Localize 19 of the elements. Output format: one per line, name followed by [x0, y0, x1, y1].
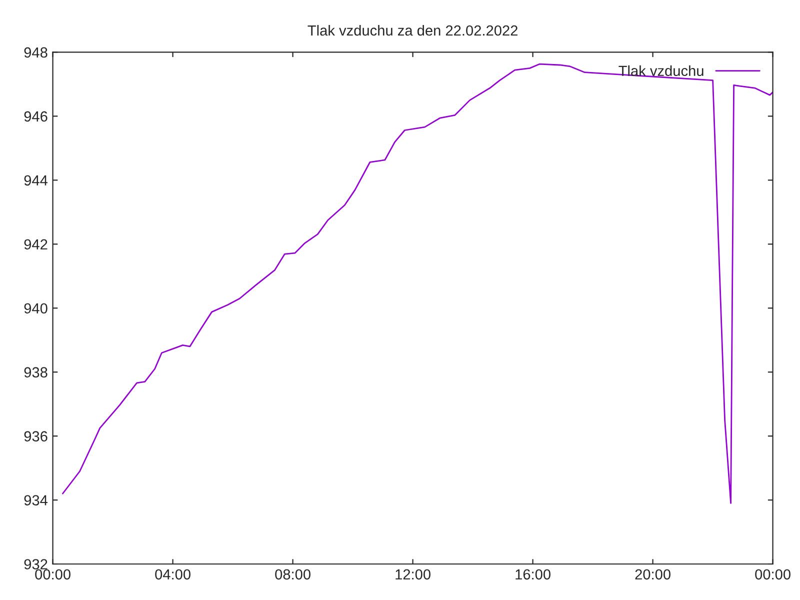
x-tick-label: 08:00 [275, 569, 310, 580]
x-tick-label: 00:00 [755, 569, 790, 580]
x-tick-label: 04:00 [155, 569, 190, 580]
line-series [62, 63, 773, 504]
y-tick-label: 944 [24, 175, 48, 186]
x-tick-label: 16:00 [516, 569, 550, 580]
chart-title: Tlak vzduchu za den 22.02.2022 [308, 24, 518, 36]
y-tick-label: 936 [24, 431, 48, 442]
y-tick-label: 948 [24, 47, 48, 58]
y-tick-label: 946 [24, 111, 48, 122]
y-tick-label: 934 [24, 495, 48, 506]
x-tick-label: 00:00 [35, 569, 70, 580]
x-tick-label: 12:00 [396, 569, 430, 580]
y-tick-label: 938 [24, 367, 48, 378]
x-tick-label: 20:00 [635, 569, 670, 580]
legend-label: Tlak vzduchu [618, 65, 704, 76]
y-tick-label: 942 [24, 239, 48, 250]
y-tick-label: 932 [24, 559, 48, 570]
y-tick-label: 940 [24, 303, 48, 314]
